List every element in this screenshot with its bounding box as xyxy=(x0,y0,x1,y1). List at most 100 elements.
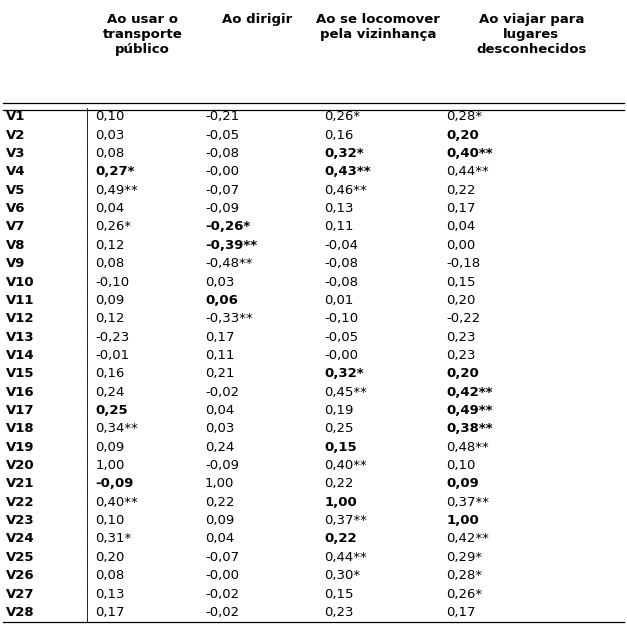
Text: V25: V25 xyxy=(6,551,34,564)
Text: V21: V21 xyxy=(6,477,34,491)
Text: V13: V13 xyxy=(6,330,35,344)
Text: 0,26*: 0,26* xyxy=(446,587,483,601)
Text: 0,31*: 0,31* xyxy=(95,532,132,546)
Text: -0,39**: -0,39** xyxy=(205,239,257,252)
Text: Ao viajar para
lugares
desconhecidos: Ao viajar para lugares desconhecidos xyxy=(476,13,587,56)
Text: 0,37**: 0,37** xyxy=(446,496,490,509)
Text: Ao dirigir: Ao dirigir xyxy=(222,13,292,26)
Text: 0,27*: 0,27* xyxy=(95,165,135,179)
Text: 0,25: 0,25 xyxy=(324,422,354,436)
Text: -0,00: -0,00 xyxy=(205,569,239,582)
Text: 0,16: 0,16 xyxy=(324,128,354,142)
Text: 0,15: 0,15 xyxy=(446,275,476,289)
Text: 0,37**: 0,37** xyxy=(324,514,367,527)
Text: 0,22: 0,22 xyxy=(205,496,234,509)
Text: 0,49**: 0,49** xyxy=(95,184,138,197)
Text: 1,00: 1,00 xyxy=(95,459,125,472)
Text: 0,13: 0,13 xyxy=(95,587,125,601)
Text: -0,08: -0,08 xyxy=(324,257,358,270)
Text: 0,25: 0,25 xyxy=(95,404,128,417)
Text: -0,08: -0,08 xyxy=(205,147,239,160)
Text: 0,04: 0,04 xyxy=(95,202,125,215)
Text: -0,09: -0,09 xyxy=(205,202,239,215)
Text: V9: V9 xyxy=(6,257,26,270)
Text: 0,26*: 0,26* xyxy=(95,220,132,234)
Text: 0,00: 0,00 xyxy=(446,239,476,252)
Text: V23: V23 xyxy=(6,514,35,527)
Text: 0,09: 0,09 xyxy=(205,514,234,527)
Text: -0,07: -0,07 xyxy=(205,184,239,197)
Text: 0,45**: 0,45** xyxy=(324,385,367,399)
Text: 0,03: 0,03 xyxy=(95,128,125,142)
Text: 0,12: 0,12 xyxy=(95,239,125,252)
Text: 0,40**: 0,40** xyxy=(324,459,367,472)
Text: V10: V10 xyxy=(6,275,35,289)
Text: 0,12: 0,12 xyxy=(95,312,125,325)
Text: 0,19: 0,19 xyxy=(324,404,354,417)
Text: V7: V7 xyxy=(6,220,26,234)
Text: 0,09: 0,09 xyxy=(95,441,125,454)
Text: -0,48**: -0,48** xyxy=(205,257,253,270)
Text: 0,24: 0,24 xyxy=(205,441,234,454)
Text: V18: V18 xyxy=(6,422,35,436)
Text: -0,01: -0,01 xyxy=(95,349,129,362)
Text: 0,15: 0,15 xyxy=(324,587,354,601)
Text: V20: V20 xyxy=(6,459,35,472)
Text: V5: V5 xyxy=(6,184,26,197)
Text: -0,00: -0,00 xyxy=(205,165,239,179)
Text: 0,20: 0,20 xyxy=(95,551,125,564)
Text: -0,02: -0,02 xyxy=(205,606,239,619)
Text: V17: V17 xyxy=(6,404,34,417)
Text: V27: V27 xyxy=(6,587,34,601)
Text: 0,30*: 0,30* xyxy=(324,569,361,582)
Text: Ao usar o
transporte
público: Ao usar o transporte público xyxy=(103,13,182,56)
Text: 0,08: 0,08 xyxy=(95,569,125,582)
Text: V22: V22 xyxy=(6,496,34,509)
Text: 0,32*: 0,32* xyxy=(324,147,364,160)
Text: -0,10: -0,10 xyxy=(324,312,358,325)
Text: 0,20: 0,20 xyxy=(446,128,479,142)
Text: 0,44**: 0,44** xyxy=(324,551,367,564)
Text: V11: V11 xyxy=(6,294,34,307)
Text: 0,20: 0,20 xyxy=(446,367,479,380)
Text: 0,43**: 0,43** xyxy=(324,165,371,179)
Text: 0,22: 0,22 xyxy=(324,532,357,546)
Text: -0,00: -0,00 xyxy=(324,349,358,362)
Text: -0,21: -0,21 xyxy=(205,110,240,123)
Text: 0,38**: 0,38** xyxy=(446,422,493,436)
Text: 0,28*: 0,28* xyxy=(446,110,483,123)
Text: 0,16: 0,16 xyxy=(95,367,125,380)
Text: 0,40**: 0,40** xyxy=(446,147,493,160)
Text: 0,49**: 0,49** xyxy=(446,404,493,417)
Text: 0,13: 0,13 xyxy=(324,202,354,215)
Text: V16: V16 xyxy=(6,385,35,399)
Text: -0,04: -0,04 xyxy=(324,239,358,252)
Text: V2: V2 xyxy=(6,128,26,142)
Text: -0,05: -0,05 xyxy=(324,330,358,344)
Text: 0,40**: 0,40** xyxy=(95,496,138,509)
Text: V24: V24 xyxy=(6,532,35,546)
Text: V3: V3 xyxy=(6,147,26,160)
Text: 0,01: 0,01 xyxy=(324,294,354,307)
Text: -0,33**: -0,33** xyxy=(205,312,253,325)
Text: 0,06: 0,06 xyxy=(205,294,238,307)
Text: 0,34**: 0,34** xyxy=(95,422,138,436)
Text: -0,02: -0,02 xyxy=(205,587,239,601)
Text: -0,10: -0,10 xyxy=(95,275,129,289)
Text: V15: V15 xyxy=(6,367,34,380)
Text: 0,04: 0,04 xyxy=(446,220,476,234)
Text: V6: V6 xyxy=(6,202,26,215)
Text: 0,28*: 0,28* xyxy=(446,569,483,582)
Text: 0,03: 0,03 xyxy=(205,275,234,289)
Text: 0,03: 0,03 xyxy=(205,422,234,436)
Text: 0,04: 0,04 xyxy=(205,532,234,546)
Text: 0,08: 0,08 xyxy=(95,147,125,160)
Text: V1: V1 xyxy=(6,110,26,123)
Text: V4: V4 xyxy=(6,165,26,179)
Text: -0,18: -0,18 xyxy=(446,257,480,270)
Text: 0,08: 0,08 xyxy=(95,257,125,270)
Text: 0,48**: 0,48** xyxy=(446,441,489,454)
Text: V28: V28 xyxy=(6,606,35,619)
Text: 0,17: 0,17 xyxy=(446,606,476,619)
Text: 1,00: 1,00 xyxy=(446,514,479,527)
